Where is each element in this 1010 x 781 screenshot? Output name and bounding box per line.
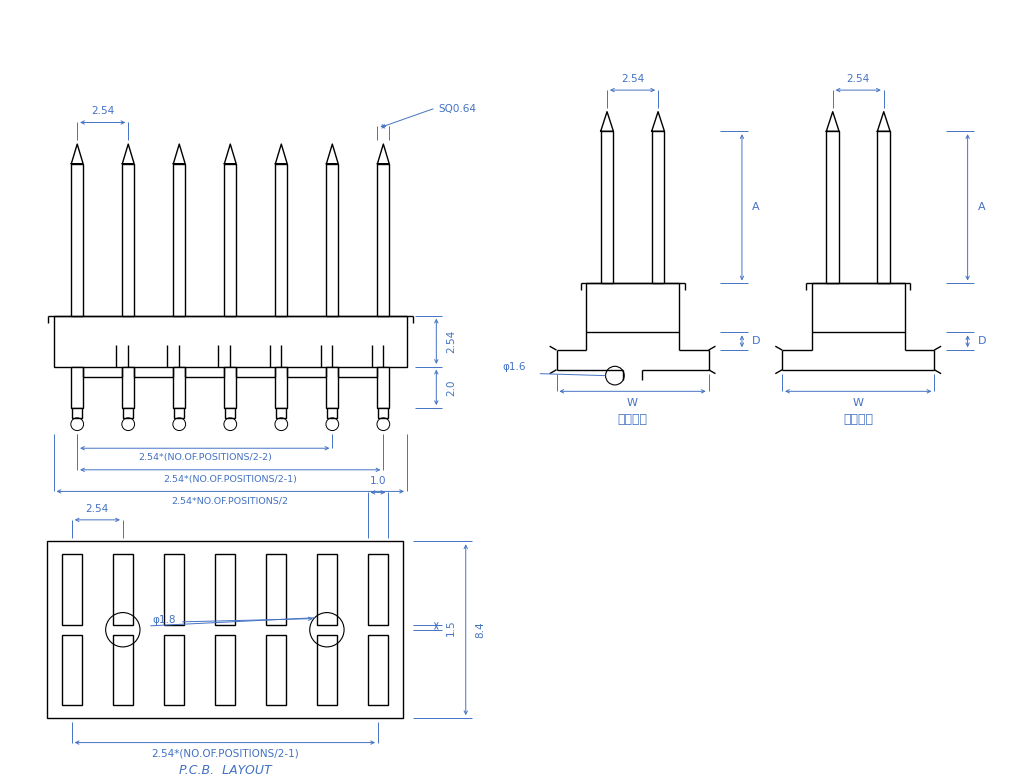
Bar	[266, 635, 286, 705]
Bar	[224, 164, 236, 316]
Text: 2.54: 2.54	[846, 74, 870, 84]
Bar	[112, 555, 133, 625]
Bar	[327, 408, 337, 418]
Text: 2.54: 2.54	[446, 330, 457, 353]
Text: W: W	[852, 398, 864, 408]
Bar	[174, 367, 185, 408]
Text: φ1.8: φ1.8	[153, 615, 176, 625]
Text: 2.54*(NO.OF.POSITIONS/2-2): 2.54*(NO.OF.POSITIONS/2-2)	[137, 453, 272, 462]
Bar	[164, 635, 184, 705]
Text: 2.54: 2.54	[86, 504, 109, 514]
Bar	[225, 408, 235, 418]
Text: 1.5: 1.5	[446, 619, 457, 636]
Bar	[586, 284, 679, 333]
Bar	[62, 555, 82, 625]
Text: 带定位柱: 带定位柱	[617, 413, 647, 426]
Bar	[214, 635, 235, 705]
Bar	[651, 131, 665, 284]
Text: SQ0.64: SQ0.64	[438, 104, 477, 114]
Bar	[123, 408, 133, 418]
Bar	[72, 164, 83, 316]
Bar	[174, 164, 185, 316]
Bar	[878, 131, 890, 284]
Bar	[276, 164, 287, 316]
Bar	[266, 555, 286, 625]
Bar	[72, 367, 83, 408]
Text: φ1.6: φ1.6	[503, 362, 526, 372]
Bar	[277, 408, 286, 418]
Bar	[379, 408, 388, 418]
Text: P.C.B.  LAYOUT: P.C.B. LAYOUT	[179, 764, 272, 777]
Bar	[326, 367, 338, 408]
Bar	[812, 284, 905, 333]
Bar	[175, 408, 184, 418]
Bar	[601, 131, 613, 284]
Bar	[326, 164, 338, 316]
Bar	[73, 408, 82, 418]
Text: 2.54*NO.OF.POSITIONS/2: 2.54*NO.OF.POSITIONS/2	[172, 496, 289, 505]
Text: 2.54*(NO.OF.POSITIONS/2-1): 2.54*(NO.OF.POSITIONS/2-1)	[164, 475, 297, 483]
Bar	[368, 555, 388, 625]
Bar	[164, 555, 184, 625]
Bar	[122, 164, 134, 316]
Text: D: D	[978, 337, 986, 346]
Text: W: W	[627, 398, 638, 408]
Bar	[316, 635, 337, 705]
Bar	[54, 316, 407, 367]
Bar	[826, 131, 839, 284]
Bar	[378, 367, 389, 408]
Text: D: D	[751, 337, 761, 346]
Bar	[276, 367, 287, 408]
Bar	[122, 367, 134, 408]
Bar	[46, 541, 403, 718]
Bar	[368, 635, 388, 705]
Text: 1.0: 1.0	[370, 476, 386, 487]
Text: A: A	[978, 202, 985, 212]
Bar	[62, 635, 82, 705]
Bar	[112, 635, 133, 705]
Text: A: A	[751, 202, 760, 212]
Text: 2.54*(NO.OF.POSITIONS/2-1): 2.54*(NO.OF.POSITIONS/2-1)	[152, 748, 299, 758]
Bar	[214, 555, 235, 625]
Text: 无定位柱: 无定位柱	[843, 413, 874, 426]
Bar	[224, 367, 236, 408]
Bar	[378, 164, 389, 316]
Text: 2.54: 2.54	[621, 74, 644, 84]
Text: 2.0: 2.0	[446, 379, 457, 396]
Text: 8.4: 8.4	[476, 622, 486, 638]
Text: 2.54: 2.54	[91, 105, 114, 116]
Bar	[316, 555, 337, 625]
